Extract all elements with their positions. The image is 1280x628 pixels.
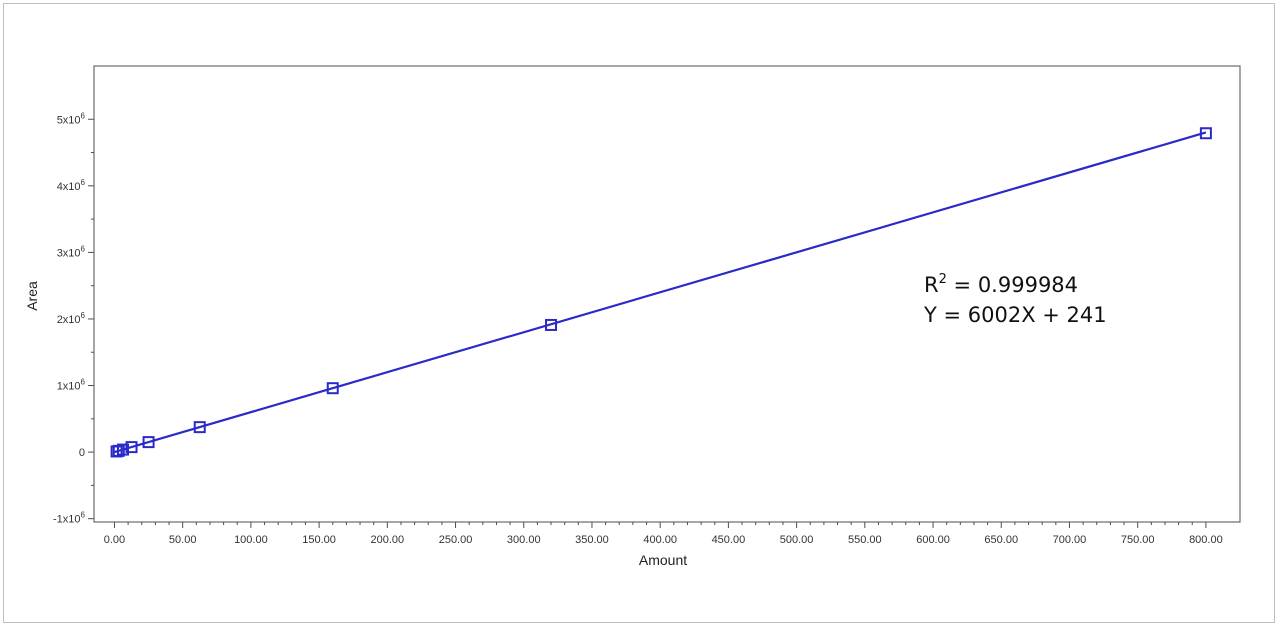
data-point	[545, 318, 558, 331]
data-point	[116, 443, 129, 456]
data-point	[1199, 127, 1212, 140]
x-tick-label: 150.00	[302, 534, 336, 546]
y-tick-label: 5x106	[57, 111, 86, 126]
x-tick-label: 300.00	[507, 534, 541, 546]
x-tick-label: 500.00	[780, 534, 814, 546]
chart-frame: 0.00 50.00 100.00 150.00 200.00 250.00 300.00 3…	[3, 3, 1275, 623]
x-tick-label: 650.00	[984, 534, 1018, 546]
x-tick-label: 50.00	[169, 534, 197, 546]
x-tick-label: 200.00	[370, 534, 404, 546]
y-tick-label: -1x106	[53, 511, 86, 526]
x-tick-label: 0.00	[104, 534, 125, 546]
regression-line-group	[114, 131, 1207, 454]
x-axis-ticks: 0.00 50.00 100.00 150.00 200.00 250.00 300.00 3…	[104, 522, 1223, 546]
x-axis-title: Amount	[639, 552, 687, 568]
x-tick-label: 600.00	[916, 534, 950, 546]
data-point	[142, 436, 155, 449]
regression-equation: Y = 6002X + 241	[923, 303, 1107, 327]
x-tick-label: 350.00	[575, 534, 609, 546]
y-axis-ticks: -1x106 0 1x106 2x106 3x106 4x106 5x106	[53, 111, 94, 526]
x-tick-label: 700.00	[1053, 534, 1087, 546]
x-tick-label: 100.00	[234, 534, 268, 546]
r-squared-value: = 0.999984	[947, 273, 1078, 297]
data-point	[125, 441, 138, 454]
data-points	[110, 127, 1212, 458]
y-tick-label: 3x106	[57, 244, 86, 259]
plot-area	[93, 65, 1241, 523]
x-tick-label: 550.00	[848, 534, 882, 546]
y-tick-label: 2x106	[57, 311, 86, 326]
r-squared-label: R	[924, 273, 939, 297]
r-squared-exponent: 2	[939, 272, 947, 287]
calibration-chart: 0.00 50.00 100.00 150.00 200.00 250.00 300.00 3…	[24, 65, 1241, 568]
y-tick-label: 4x106	[57, 178, 86, 193]
x-tick-label: 400.00	[643, 534, 677, 546]
x-tick-label: 750.00	[1121, 534, 1155, 546]
x-tick-label: 450.00	[712, 534, 746, 546]
x-tick-label: 800.00	[1189, 534, 1223, 546]
y-tick-label: 1x106	[57, 378, 86, 393]
y-axis-title: Area	[24, 281, 40, 311]
x-tick-label: 250.00	[439, 534, 473, 546]
data-point	[193, 421, 206, 434]
data-point	[326, 382, 339, 395]
y-tick-label: 0	[79, 447, 85, 459]
r-squared-annotation: R2 = 0.999984	[924, 272, 1078, 297]
regression-line	[114, 131, 1207, 454]
